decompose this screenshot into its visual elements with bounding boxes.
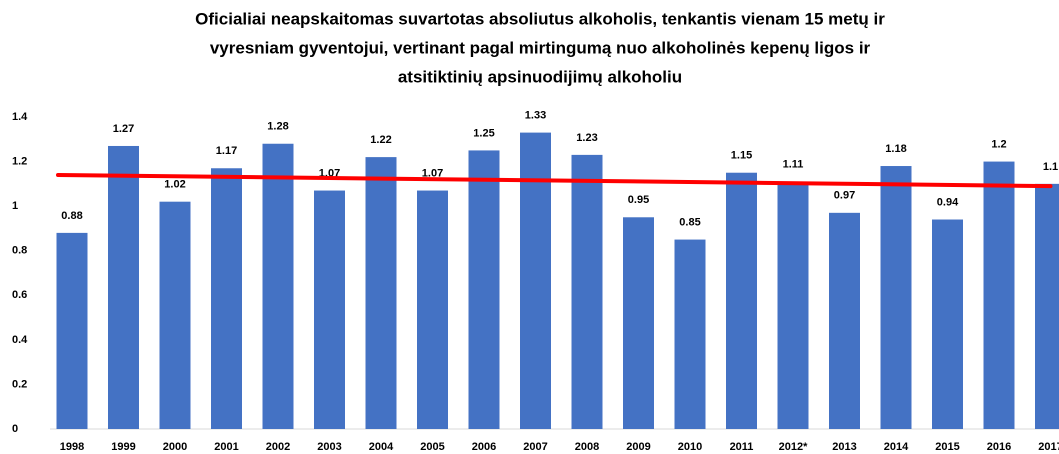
bar	[417, 190, 448, 429]
value-label: 0.97	[834, 190, 855, 202]
value-label: 1.27	[113, 123, 134, 135]
bar	[674, 239, 706, 429]
value-label: 1.28	[267, 121, 288, 133]
bar	[623, 217, 654, 429]
x-tick-label: 2013	[832, 441, 856, 453]
bar	[159, 201, 191, 429]
x-tick-label: 2017	[1038, 441, 1059, 453]
x-tick-label: 2000	[163, 441, 187, 453]
x-tick-label: 2014	[884, 441, 909, 453]
bar	[262, 143, 294, 429]
x-tick-label: 2016	[987, 441, 1011, 453]
value-label: 0.95	[628, 194, 649, 206]
y-tick-label: 0.8	[12, 245, 27, 257]
x-tick-label: 2015	[935, 441, 959, 453]
bar	[365, 157, 397, 429]
value-label: 1.17	[216, 145, 237, 157]
value-label: 1.25	[473, 127, 494, 139]
bar	[56, 232, 88, 429]
x-tick-label: 2001	[214, 441, 238, 453]
bar	[211, 168, 242, 429]
value-label: 1.1	[1043, 161, 1058, 173]
value-label: 0.94	[937, 196, 959, 208]
value-label: 1.15	[731, 150, 752, 162]
chart-title: vyresniam gyventojui, vertinant pagal mi…	[210, 38, 871, 57]
x-tick-label: 2010	[678, 441, 702, 453]
bar	[777, 181, 809, 429]
value-label: 1.07	[422, 167, 443, 179]
bar	[108, 145, 139, 429]
bar	[880, 166, 912, 429]
y-tick-label: 0.2	[12, 378, 27, 390]
x-tick-label: 2008	[575, 441, 599, 453]
value-label: 0.85	[679, 216, 700, 228]
x-tick-label: 2003	[317, 441, 341, 453]
bar	[829, 212, 860, 429]
x-tick-label: 2004	[369, 441, 394, 453]
bar	[520, 132, 551, 429]
y-tick-label: 0.4	[12, 334, 28, 346]
bar	[1035, 183, 1059, 429]
bar	[571, 154, 603, 429]
x-tick-label: 2007	[523, 441, 547, 453]
y-tick-label: 1	[12, 200, 18, 212]
y-tick-label: 0	[12, 423, 18, 435]
y-tick-label: 0.6	[12, 289, 27, 301]
bar	[314, 190, 345, 429]
bar	[468, 150, 500, 429]
value-label: 0.88	[61, 210, 82, 222]
chart-title: atsitiktinių apsinuodijimų alkoholiu	[398, 67, 682, 86]
bar	[932, 219, 963, 429]
bar	[983, 161, 1015, 430]
x-tick-label: 2011	[730, 441, 754, 453]
trend-line	[56, 172, 1053, 189]
value-label: 1.18	[885, 143, 906, 155]
value-label: 1.23	[576, 132, 597, 144]
value-label: 1.02	[164, 179, 185, 191]
bar	[726, 172, 757, 429]
x-tick-label: 1999	[111, 441, 135, 453]
chart-title: Oficialiai neapskaitomas suvartotas abso…	[195, 9, 885, 28]
value-label: 1.11	[783, 159, 804, 171]
y-tick-label: 1.4	[12, 111, 28, 123]
x-tick-label: 1998	[60, 441, 84, 453]
x-tick-label: 2002	[266, 441, 290, 453]
x-tick-label: 2012*	[779, 441, 808, 453]
x-tick-label: 2005	[420, 441, 444, 453]
value-label: 1.22	[370, 134, 391, 146]
x-tick-label: 2006	[472, 441, 496, 453]
y-tick-label: 1.2	[12, 155, 27, 167]
value-label: 1.2	[991, 138, 1006, 150]
x-tick-label: 2009	[626, 441, 650, 453]
value-label: 1.33	[525, 110, 546, 122]
